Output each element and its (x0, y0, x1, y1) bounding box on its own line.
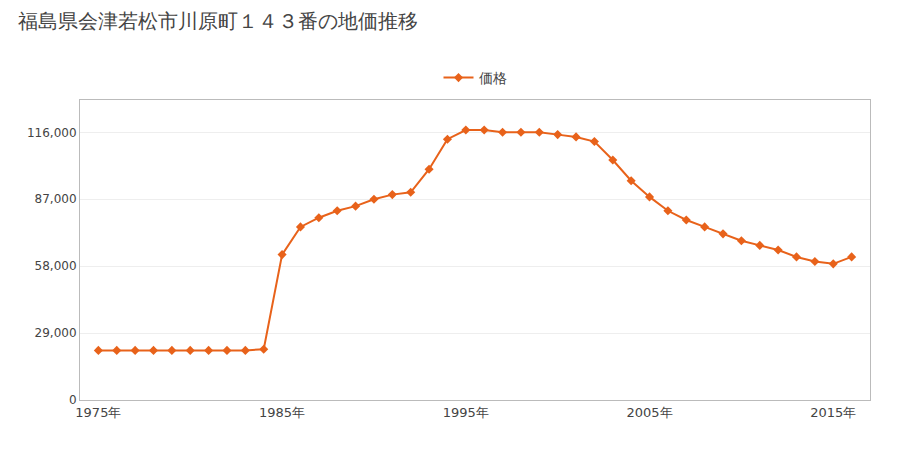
svg-text:福島県会津若松市川原町１４３番の地価推移: 福島県会津若松市川原町１４３番の地価推移 (18, 9, 418, 33)
svg-text:58,000: 58,000 (35, 259, 77, 273)
svg-text:87,000: 87,000 (35, 192, 77, 206)
svg-text:1975年: 1975年 (75, 405, 121, 420)
svg-text:1995年: 1995年 (443, 405, 489, 420)
svg-text:2015年: 2015年 (810, 405, 856, 420)
svg-text:116,000: 116,000 (27, 126, 77, 140)
svg-text:2005年: 2005年 (626, 405, 672, 420)
svg-text:価格: 価格 (479, 70, 507, 86)
svg-text:29,000: 29,000 (35, 326, 77, 340)
svg-text:0: 0 (69, 393, 77, 407)
svg-text:1985年: 1985年 (259, 405, 305, 420)
